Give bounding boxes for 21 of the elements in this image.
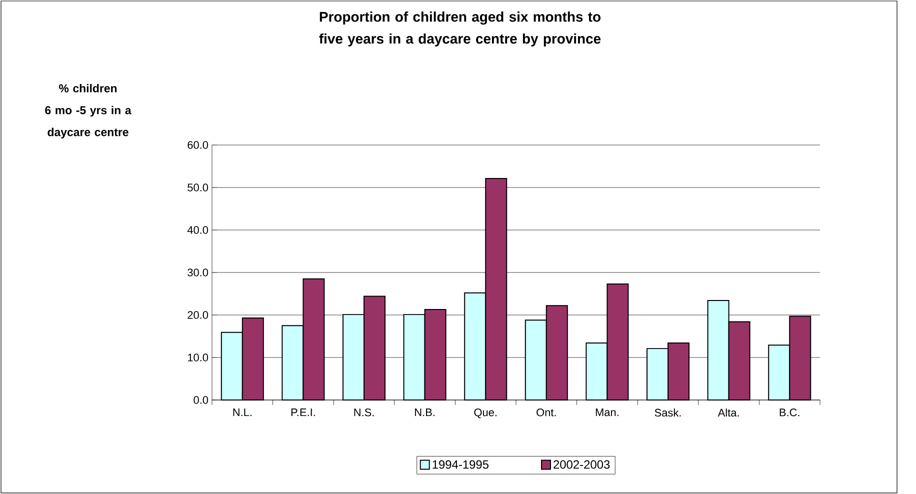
y-tick-label: 10.0: [188, 354, 208, 362]
y-tick-label: 0.0: [194, 396, 208, 404]
x-tick-label: Que.: [474, 408, 496, 418]
x-tick-label: Man.: [596, 408, 618, 416]
y-tick-label: 50.0: [188, 184, 208, 192]
y-tick-label: 20.0: [188, 311, 208, 319]
y-tick-label: 30.0: [188, 268, 208, 276]
x-tick-label: N.S.: [354, 408, 374, 416]
y-tick-label: 40.0: [187, 226, 208, 234]
x-tick-label: N.L.: [233, 408, 252, 416]
x-tick-label: Ont.: [536, 408, 556, 416]
x-tick-label: N.B.: [415, 408, 434, 416]
y-tick-label: 60.0: [188, 141, 208, 149]
x-tick-label: Sask.: [654, 408, 681, 417]
x-tick-label: P.E.I.: [291, 408, 315, 416]
y-axis-title: % children 6 mo -5 yrs in a daycare centre: [45, 84, 132, 138]
legend-label: 2002-2003: [554, 460, 610, 469]
legend-label: 1994-1995: [432, 460, 488, 469]
x-tick-label: Alta.: [718, 408, 739, 417]
chart-title: Proportion of children aged six months to five years in a daycare centre by province: [319, 12, 601, 46]
x-tick-label: B.C.: [780, 408, 800, 416]
